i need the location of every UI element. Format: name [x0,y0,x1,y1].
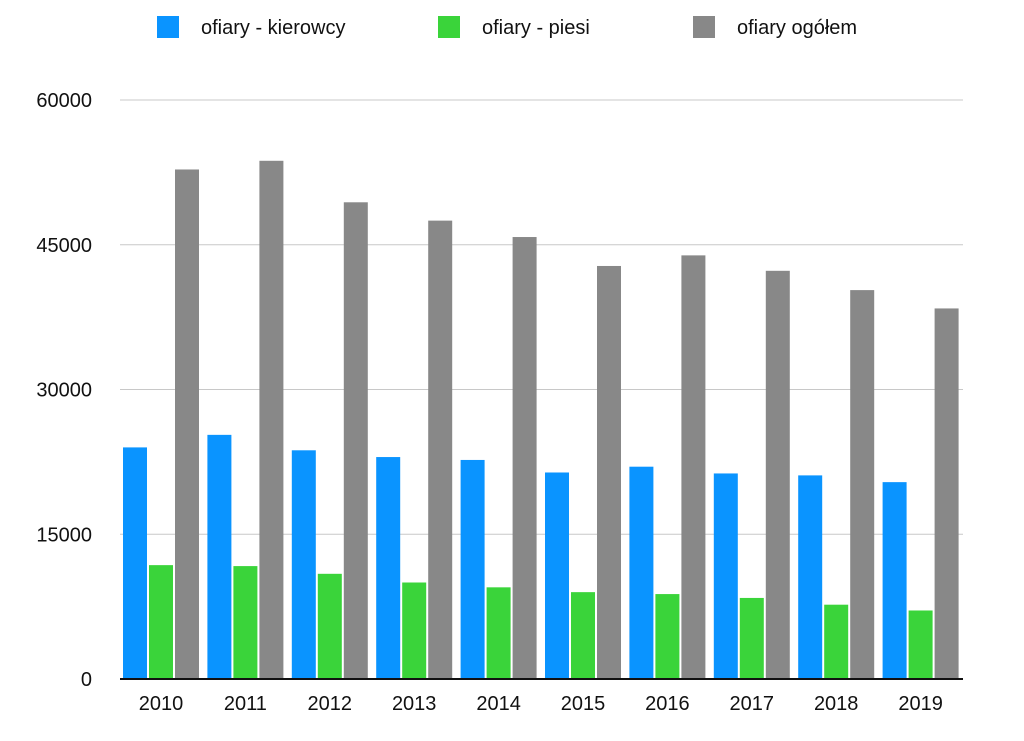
bar-piesi-2015 [571,592,595,679]
y-tick-label: 0 [81,669,92,691]
bar-ogolem-2019 [934,308,959,679]
legend-swatch [438,16,460,38]
x-tick-label: 2014 [476,693,521,715]
x-axis-ticks: 2010 2011 2012 2013 2014 2015 2016 2017 2018 2019 [139,693,943,715]
bar-kierowcy-2012 [291,450,316,679]
bar-piesi-2010 [149,565,173,679]
x-tick-label: 2015 [561,693,606,715]
x-tick-label: 2012 [308,693,353,715]
bar-piesi-2016 [655,594,680,679]
bar-ogolem-2016 [681,255,706,680]
bar-ogolem-2015 [597,265,621,679]
x-tick-label: 2013 [392,693,437,715]
x-tick-label: 2010 [139,693,184,715]
legend-label: ofiary - piesi [482,17,590,39]
y-axis-ticks: 0 15000 30000 45000 60000 [36,90,92,691]
bar-piesi-2017 [739,597,764,679]
x-tick-label: 2011 [224,693,267,715]
bar-ogolem-2012 [343,202,368,680]
bar-ogolem-2014 [512,237,537,679]
y-tick-label: 15000 [36,524,92,546]
bar-kierowcy-2017 [713,473,738,679]
bar-piesi-2011 [233,566,258,679]
bar-kierowcy-2019 [882,482,907,679]
bar-ogolem-2017 [765,270,790,679]
bar-kierowcy-2010 [123,447,147,679]
bar-kierowcy-2014 [460,459,485,679]
legend-label: ofiary - kierowcy [201,17,345,39]
bar-kierowcy-2018 [798,475,823,679]
legend-swatch [693,16,715,38]
bar-piesi-2019 [908,610,933,679]
bar-piesi-2014 [486,587,511,679]
bar-ogolem-2011 [259,160,284,680]
bar-ogolem-2013 [428,220,453,679]
bar-kierowcy-2016 [629,466,654,679]
bar-piesi-2013 [402,582,427,679]
bar-piesi-2018 [824,604,849,679]
legend-swatch [157,16,179,38]
legend: ofiary - kierowcy ofiary - piesi ofiary og… [157,16,857,39]
legend-label: ofiary ogółem [737,17,857,39]
y-tick-label: 30000 [36,380,92,402]
x-tick-label: 2017 [730,693,775,715]
bars [123,160,959,680]
bar-kierowcy-2011 [207,434,232,679]
x-tick-label: 2019 [898,693,943,715]
bar-piesi-2012 [317,573,342,679]
y-tick-label: 60000 [36,90,92,112]
x-tick-label: 2016 [645,693,690,715]
y-tick-label: 45000 [36,235,92,257]
bar-ogolem-2018 [850,290,875,679]
gridlines [120,99,963,535]
bar-kierowcy-2015 [545,472,569,679]
bar-kierowcy-2013 [376,457,401,679]
x-tick-label: 2018 [814,693,859,715]
bar-ogolem-2010 [175,169,199,680]
